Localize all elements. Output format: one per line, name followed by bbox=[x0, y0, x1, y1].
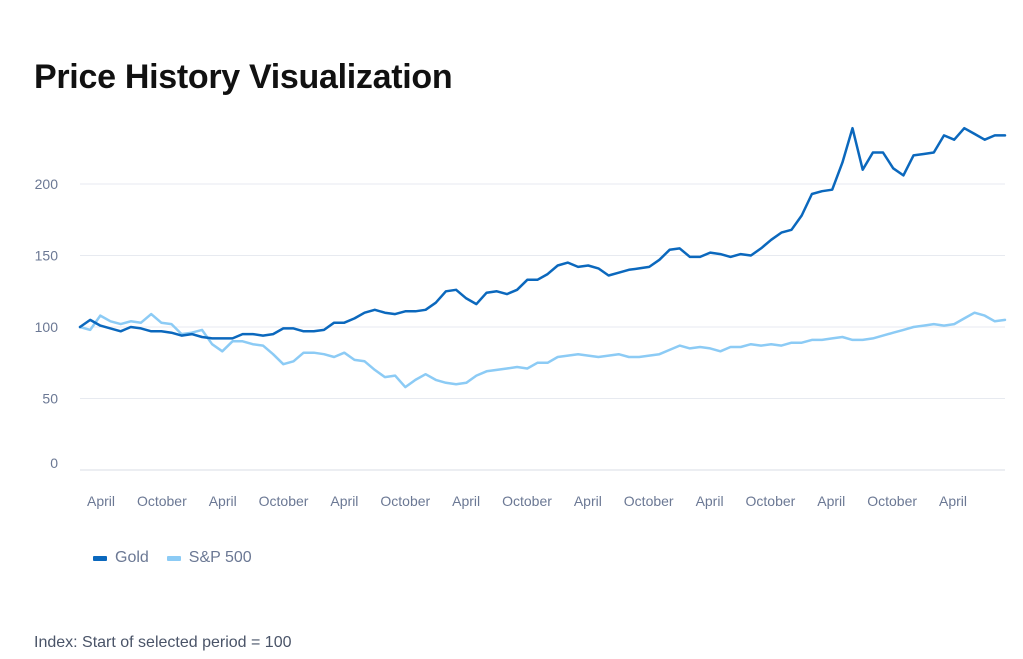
y-axis-ticks: 0 50 100 150 200 bbox=[35, 176, 59, 471]
x-tick-label: April bbox=[696, 493, 724, 509]
series-line-s-p-500[interactable] bbox=[78, 311, 1007, 389]
x-tick-label: April bbox=[209, 493, 237, 509]
series-lines bbox=[78, 126, 1007, 389]
x-tick-label: October bbox=[867, 493, 917, 509]
y-tick-label: 0 bbox=[50, 455, 58, 471]
y-tick-label: 150 bbox=[35, 248, 59, 264]
x-tick-label: October bbox=[746, 493, 796, 509]
x-tick-label: October bbox=[259, 493, 309, 509]
y-tick-label: 200 bbox=[35, 176, 59, 192]
legend-item-gold[interactable]: Gold bbox=[93, 549, 149, 567]
x-tick-label: April bbox=[574, 493, 602, 509]
y-tick-label: 50 bbox=[42, 391, 58, 407]
x-tick-label: April bbox=[87, 493, 115, 509]
legend-swatch-sp500 bbox=[166, 555, 181, 561]
chart-title: Price History Visualization bbox=[34, 58, 453, 96]
legend-label-gold: Gold bbox=[115, 549, 149, 566]
x-tick-label: April bbox=[330, 493, 358, 509]
x-tick-label: October bbox=[502, 493, 552, 509]
legend-item-sp500[interactable]: S&P 500 bbox=[166, 549, 252, 567]
legend-label-sp500: S&P 500 bbox=[188, 549, 252, 566]
y-tick-label: 100 bbox=[35, 319, 59, 335]
legend: Gold S&P 500 bbox=[93, 549, 252, 567]
x-tick-label: October bbox=[624, 493, 674, 509]
x-tick-label: April bbox=[452, 493, 480, 509]
footnote: Index: Start of selected period = 100 bbox=[34, 634, 292, 651]
series-line-gold[interactable] bbox=[78, 126, 1007, 340]
x-tick-label: October bbox=[380, 493, 430, 509]
grid-lines bbox=[80, 183, 1005, 471]
x-tick-label: April bbox=[939, 493, 967, 509]
x-tick-label: April bbox=[817, 493, 845, 509]
x-tick-label: October bbox=[137, 493, 187, 509]
legend-swatch-gold bbox=[93, 555, 107, 561]
x-axis-ticks: April October April October April October Apri… bbox=[87, 493, 967, 509]
